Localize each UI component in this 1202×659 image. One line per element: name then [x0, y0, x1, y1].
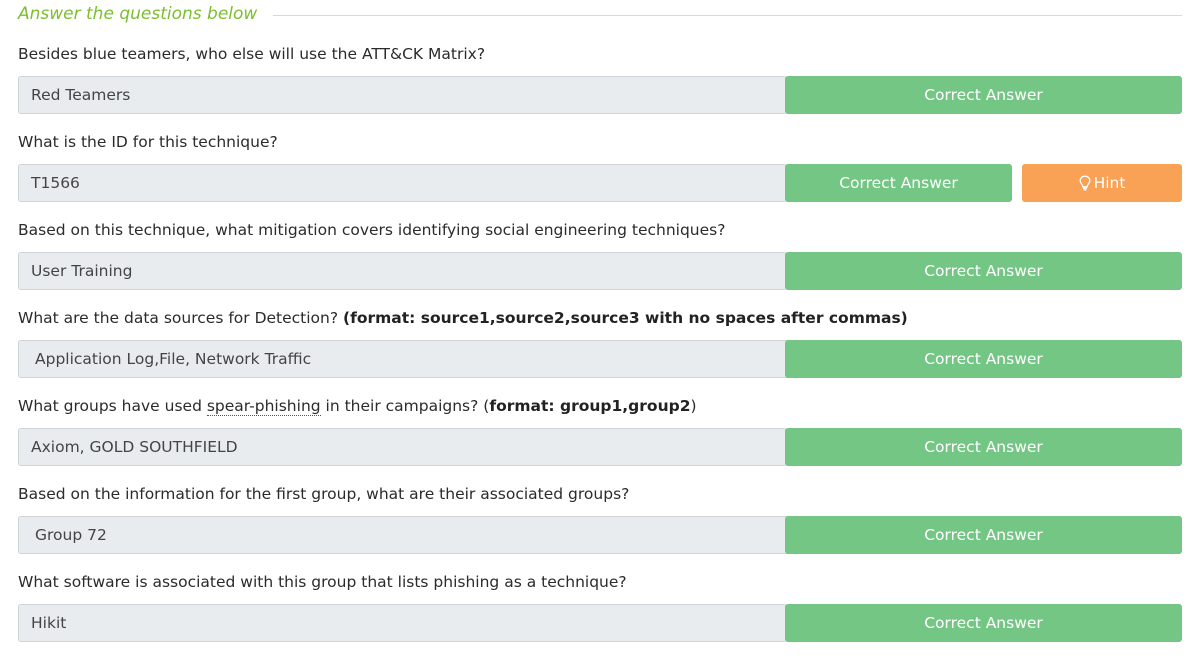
- question-text: Based on the information for the first g…: [18, 485, 630, 503]
- question-5: What groups have used spear-phishing in …: [18, 395, 1182, 483]
- correct-answer-button[interactable]: Correct Answer: [785, 340, 1182, 378]
- answer-input[interactable]: Application Log,File, Network Traffic: [18, 340, 791, 378]
- question-text: What software is associated with this gr…: [18, 573, 627, 591]
- question-text-end: ): [690, 397, 697, 415]
- question-text-mid: in their campaigns? (: [320, 397, 490, 415]
- question-text: What are the data sources for Detection?…: [18, 307, 1182, 329]
- correct-answer-button[interactable]: Correct Answer: [785, 164, 1012, 202]
- answer-input[interactable]: Group 72: [18, 516, 791, 554]
- format-hint: (format: source1,source2,source3 with no…: [343, 309, 908, 327]
- question-text-main: What are the data sources for Detection?: [18, 309, 344, 327]
- correct-answer-button[interactable]: Correct Answer: [785, 428, 1182, 466]
- question-text: Based on this technique, what mitigation…: [18, 221, 726, 239]
- answer-input[interactable]: Hikit: [18, 604, 787, 642]
- question-6: Based on the information for the first g…: [18, 483, 1182, 571]
- question-7: What software is associated with this gr…: [18, 571, 1182, 659]
- section-header: Answer the questions below: [18, 3, 1182, 25]
- question-2: What is the ID for this technique? T1566…: [18, 131, 1182, 219]
- question-text: What is the ID for this technique?: [18, 133, 278, 151]
- header-divider: [273, 14, 1182, 16]
- question-4: What are the data sources for Detection?…: [18, 307, 1182, 395]
- glossary-term[interactable]: spear-phishing: [206, 397, 321, 416]
- question-text-main: What groups have used: [18, 397, 207, 415]
- section-title: Answer the questions below: [18, 4, 258, 24]
- question-text: What groups have used spear-phishing in …: [18, 395, 1182, 417]
- correct-answer-button[interactable]: Correct Answer: [785, 76, 1182, 114]
- question-1: Besides blue teamers, who else will use …: [18, 43, 1182, 131]
- format-hint: format: group1,group2: [489, 397, 691, 415]
- correct-answer-button[interactable]: Correct Answer: [785, 604, 1182, 642]
- hint-label: Hint: [1093, 174, 1126, 192]
- answer-input[interactable]: User Training: [18, 252, 787, 290]
- correct-answer-button[interactable]: Correct Answer: [785, 252, 1182, 290]
- question-text: Besides blue teamers, who else will use …: [18, 45, 486, 63]
- answer-input[interactable]: T1566: [18, 164, 787, 202]
- hint-button[interactable]: Hint: [1022, 164, 1182, 202]
- lightbulb-icon: [1079, 175, 1091, 191]
- answer-input[interactable]: Axiom, GOLD SOUTHFIELD: [18, 428, 787, 466]
- question-3: Based on this technique, what mitigation…: [18, 219, 1182, 307]
- correct-answer-button[interactable]: Correct Answer: [785, 516, 1182, 554]
- answer-input[interactable]: Red Teamers: [18, 76, 787, 114]
